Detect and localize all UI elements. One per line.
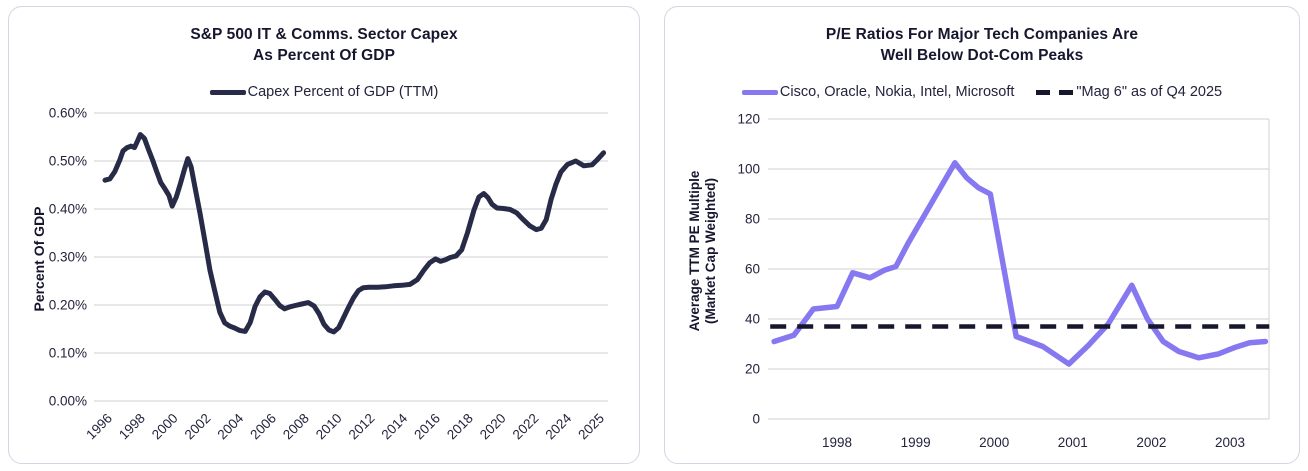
capex-legend-item-0: Capex Percent of GDP (TTM) bbox=[209, 84, 439, 100]
pe-legend-item-1: "Mag 6" as of Q4 2025 bbox=[1036, 84, 1222, 100]
pe-legend-label-1: "Mag 6" as of Q4 2025 bbox=[1076, 84, 1223, 100]
x-tick-label: 2014 bbox=[378, 410, 410, 442]
y-tick-label: 0 bbox=[752, 412, 760, 427]
capex-legend: Capex Percent of GDP (TTM) bbox=[9, 84, 639, 100]
pe-legend-label-0: Cisco, Oracle, Nokia, Intel, Microsoft bbox=[779, 84, 1015, 100]
x-tick-label: 2000 bbox=[149, 411, 181, 443]
x-tick-label: 2012 bbox=[346, 411, 378, 443]
y-tick-label: 40 bbox=[745, 312, 760, 327]
x-tick-label: 1996 bbox=[83, 411, 115, 443]
x-tick-label: 2008 bbox=[280, 411, 312, 443]
capex-title-line2: As Percent Of GDP bbox=[252, 47, 396, 64]
x-tick-label: 2006 bbox=[247, 411, 279, 443]
x-tick-label: 2024 bbox=[542, 410, 574, 442]
capex-chart-title: S&P 500 IT & Comms. Sector Capex As Perc… bbox=[9, 24, 639, 66]
y-tick-label: 60 bbox=[745, 262, 760, 277]
y-tick-label: 0.00% bbox=[49, 394, 87, 409]
pe-chart-card: P/E Ratios For Major Tech Companies Are … bbox=[664, 6, 1300, 464]
y-tick-label: 0.10% bbox=[49, 346, 87, 361]
x-tick-label: 2022 bbox=[510, 411, 542, 443]
y-tick-label: 0.20% bbox=[49, 298, 87, 313]
x-tick-label: 2018 bbox=[444, 411, 476, 443]
tech-pe-line bbox=[771, 160, 1269, 367]
x-tick-label: 2010 bbox=[313, 411, 345, 443]
x-tick-label: 2002 bbox=[1136, 435, 1166, 450]
solid-line-swatch-icon bbox=[741, 89, 778, 95]
x-tick-label: 1998 bbox=[822, 435, 852, 450]
pe-legend: Cisco, Oracle, Nokia, Intel, Microsoft "M… bbox=[665, 84, 1299, 100]
pe-plot-area: 0 20 40 60 80 100 120 1998 1999 2000 2001 2002 2003 bbox=[737, 112, 1270, 450]
y-tick-label: 0.40% bbox=[49, 202, 87, 217]
x-tick-label: 2001 bbox=[1058, 435, 1088, 450]
pe-legend-item-0: Cisco, Oracle, Nokia, Intel, Microsoft bbox=[741, 84, 1015, 100]
dashed-line-swatch-icon bbox=[1036, 89, 1075, 95]
x-tick-label: 2004 bbox=[214, 410, 246, 442]
capex-plot-area: 0.00% 0.10% 0.20% 0.30% 0.40% 0.50% 0.60% 1996 1… bbox=[49, 106, 608, 443]
pe-title-line2: Well Below Dot-Com Peaks bbox=[880, 47, 1084, 64]
x-tick-label: 2020 bbox=[477, 411, 509, 443]
pe-title-line1: P/E Ratios For Major Tech Companies Are bbox=[825, 26, 1139, 43]
solid-line-swatch-icon bbox=[209, 89, 246, 95]
x-tick-label: 2003 bbox=[1215, 435, 1245, 450]
x-tick-label: 1998 bbox=[116, 411, 148, 443]
y-tick-label: 20 bbox=[745, 362, 760, 377]
capex-title-line1: S&P 500 IT & Comms. Sector Capex bbox=[190, 26, 458, 43]
x-tick-label: 2016 bbox=[411, 411, 443, 443]
capex-chart-card: S&P 500 IT & Comms. Sector Capex As Perc… bbox=[8, 6, 640, 464]
capex-legend-label-0: Capex Percent of GDP (TTM) bbox=[247, 84, 439, 100]
y-tick-label: 80 bbox=[745, 212, 760, 227]
y-tick-label: 120 bbox=[737, 112, 760, 127]
x-tick-label: 2025 bbox=[575, 411, 607, 443]
capex-line bbox=[102, 132, 607, 335]
y-tick-label: 0.60% bbox=[49, 106, 87, 121]
x-tick-label: 2002 bbox=[182, 411, 214, 443]
y-tick-label: 0.50% bbox=[49, 154, 87, 169]
x-tick-label: 2000 bbox=[979, 435, 1009, 450]
x-tick-label: 1999 bbox=[901, 435, 931, 450]
y-tick-label: 0.30% bbox=[49, 250, 87, 265]
y-tick-label: 100 bbox=[737, 162, 760, 177]
pe-chart-title: P/E Ratios For Major Tech Companies Are … bbox=[665, 24, 1299, 66]
